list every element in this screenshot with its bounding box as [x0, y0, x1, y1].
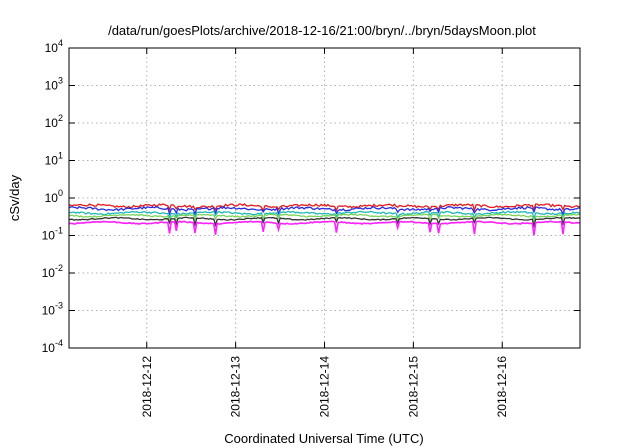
- x-axis-label: Coordinated Universal Time (UTC): [224, 431, 423, 446]
- series-line: [68, 203, 581, 213]
- grid: [69, 48, 580, 348]
- y-tick-label: 10-2: [42, 263, 63, 280]
- y-tick-label: 100: [45, 188, 63, 205]
- y-tick-label: 10-1: [42, 226, 63, 243]
- y-tick-label: 102: [45, 113, 63, 130]
- series-line: [68, 213, 581, 225]
- x-tick-label: 2018-12-15: [406, 356, 420, 418]
- y-axis-label: cSv/day: [7, 174, 22, 221]
- series-lines: [68, 203, 581, 236]
- y-tick-label: 101: [45, 151, 63, 168]
- x-tick-label: 2018-12-12: [140, 356, 154, 418]
- series-line: [68, 216, 581, 229]
- y-tick-label: 10-3: [42, 301, 63, 318]
- y-tick-label: 103: [45, 76, 63, 93]
- series-line: [68, 220, 581, 236]
- series-line: [68, 205, 581, 217]
- axes: 10-4 10-3 10-2 10-1 100 101 102 103 104 2018-12-1…: [42, 38, 580, 417]
- x-tick-label: 2018-12-16: [495, 356, 509, 418]
- y-tick-label: 10-4: [42, 338, 63, 355]
- x-tick-label: 2018-12-14: [318, 356, 332, 418]
- series-line: [68, 210, 581, 221]
- x-tick-label: 2018-12-13: [229, 356, 243, 418]
- y-tick-label: 104: [45, 38, 63, 55]
- chart-title: /data/run/goesPlots/archive/2018-12-16/2…: [108, 23, 536, 38]
